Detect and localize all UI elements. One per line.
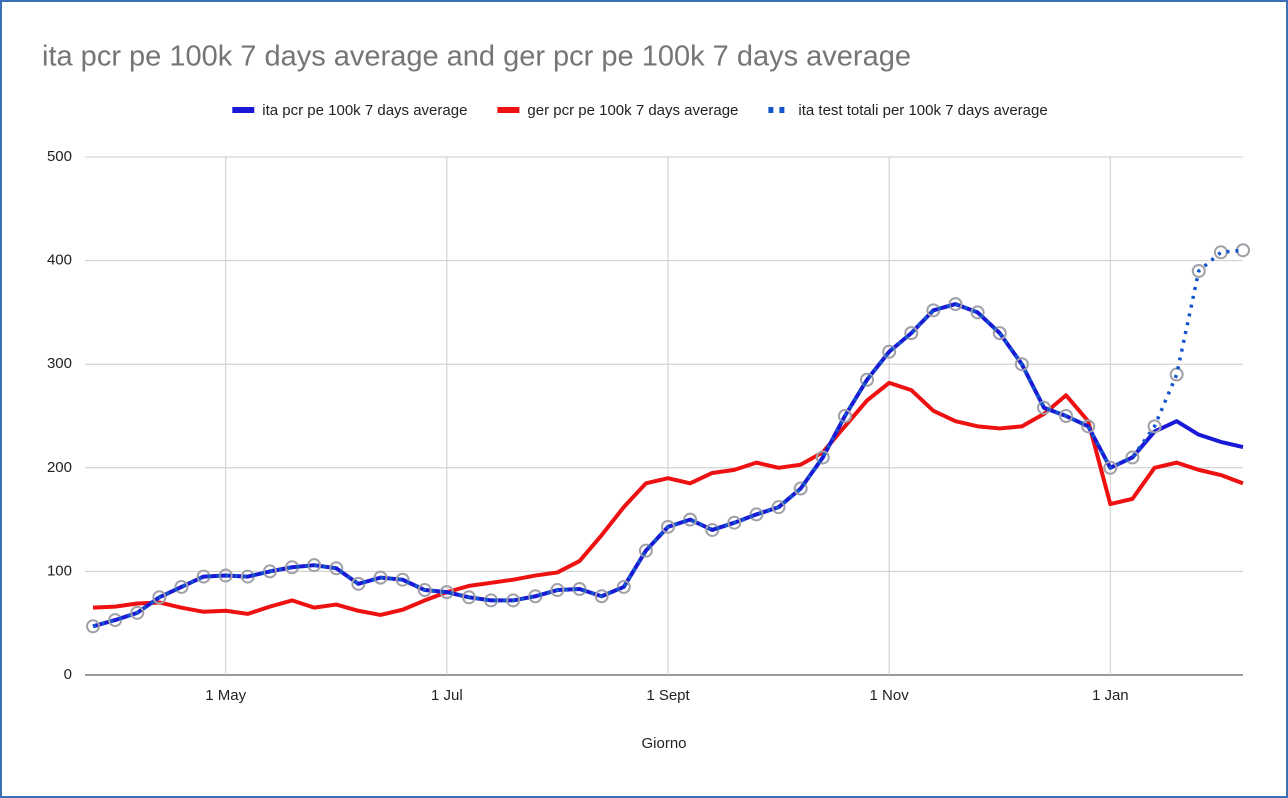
marker [705, 522, 720, 537]
marker [329, 561, 344, 576]
marker [970, 305, 985, 320]
marker [86, 619, 100, 634]
marker [992, 326, 1007, 341]
y-tick-label: 300 [47, 355, 72, 372]
marker [904, 326, 919, 341]
marker [461, 590, 476, 605]
legend: ita pcr pe 100k 7 days average ger pcr pe… [232, 102, 1048, 119]
marker [837, 409, 852, 423]
x-axis-label: Giorno [641, 735, 686, 752]
y-tick-label: 100 [47, 562, 72, 579]
marker [1081, 419, 1096, 434]
marker [1103, 460, 1118, 475]
y-tick-label: 200 [47, 459, 72, 476]
marker [727, 515, 742, 530]
marker [262, 564, 277, 579]
marker [771, 500, 786, 515]
marker [550, 583, 565, 598]
marker [1125, 450, 1140, 465]
x-tick-label: 1 Jul [431, 687, 463, 704]
y-tick-label: 500 [47, 148, 72, 165]
marker [882, 344, 897, 359]
marker [661, 519, 675, 534]
marker [1191, 263, 1206, 278]
legend-label: ita test totali per 100k 7 days average [798, 102, 1047, 119]
legend-label: ita pcr pe 100k 7 days average [262, 102, 467, 119]
marker [793, 481, 808, 496]
chart-title: ita pcr pe 100k 7 days average and ger p… [42, 41, 911, 73]
marker [638, 543, 653, 558]
marker [815, 450, 830, 465]
series-line [92, 248, 1244, 628]
marker [616, 579, 631, 594]
marker [174, 579, 189, 594]
marker [860, 372, 875, 387]
marker [108, 613, 123, 628]
marker [749, 507, 764, 522]
marker [373, 570, 388, 585]
marker [1014, 357, 1029, 372]
x-tick-label: 1 May [205, 687, 246, 704]
legend-label: ger pcr pe 100k 7 days average [527, 102, 738, 119]
x-tick-label: 1 Nov [870, 687, 910, 704]
y-tick-label: 0 [64, 666, 72, 683]
marker [1036, 400, 1051, 415]
marker [506, 593, 521, 608]
marker [594, 589, 609, 604]
marker [130, 605, 145, 620]
series-line [92, 380, 1244, 617]
marker [1147, 419, 1162, 434]
marker [417, 583, 432, 598]
marker [218, 568, 233, 583]
x-tick-label: 1 Jan [1092, 687, 1129, 704]
marker [1059, 409, 1074, 423]
x-tick-label: 1 Sept [646, 687, 690, 704]
marker [395, 572, 410, 587]
marker [683, 512, 698, 527]
y-tick-label: 400 [47, 252, 72, 269]
marker [572, 582, 587, 597]
marker [152, 590, 167, 605]
